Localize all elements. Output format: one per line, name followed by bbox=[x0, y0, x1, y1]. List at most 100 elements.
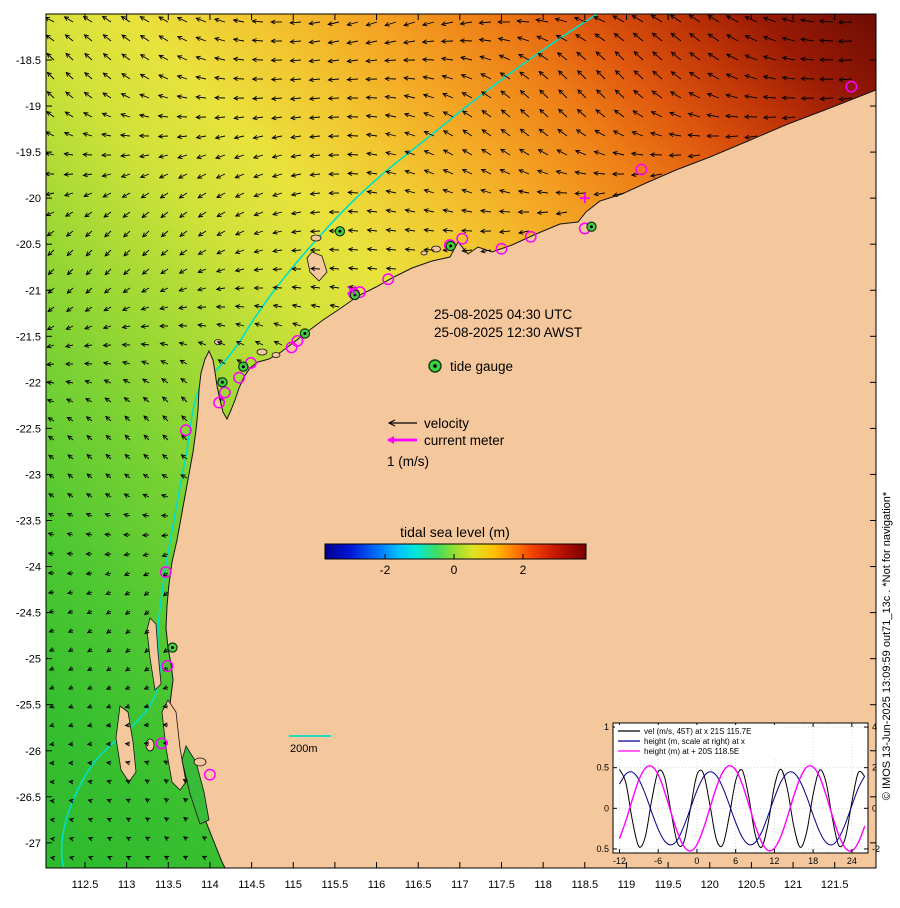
velocity-arrow bbox=[214, 36, 226, 42]
velocity-arrow bbox=[163, 798, 170, 803]
velocity-arrow bbox=[141, 360, 150, 365]
velocity-arrow bbox=[499, 72, 511, 80]
tide-gauge-label: tide gauge bbox=[450, 359, 513, 374]
velocity-arrow bbox=[478, 37, 492, 43]
velocity-arrow bbox=[404, 169, 416, 175]
velocity-arrow bbox=[161, 552, 169, 558]
velocity-arrow bbox=[651, 32, 663, 42]
velocity-arrow bbox=[536, 35, 549, 42]
velocity-arrow bbox=[67, 628, 74, 633]
velocity-arrow bbox=[574, 190, 587, 196]
velocity-arrow bbox=[65, 71, 74, 80]
velocity-arrow bbox=[104, 287, 112, 294]
velocity-arrow bbox=[270, 96, 283, 102]
velocity-arrow bbox=[309, 210, 321, 215]
velocity-arrow bbox=[145, 855, 151, 861]
velocity-arrow bbox=[270, 76, 283, 82]
velocity-arrow bbox=[480, 91, 492, 99]
velocity-arrow bbox=[162, 415, 169, 422]
lon-tick-label: 114 bbox=[201, 879, 219, 891]
velocity-arrow bbox=[500, 90, 511, 99]
velocity-arrow bbox=[158, 154, 169, 159]
velocity-arrow bbox=[66, 590, 74, 595]
velocity-arrow bbox=[762, 94, 777, 100]
velocity-arrow bbox=[594, 129, 606, 137]
velocity-arrow bbox=[329, 303, 340, 309]
velocity-arrow bbox=[481, 148, 492, 156]
velocity-arrow bbox=[104, 493, 112, 498]
velocity-arrow bbox=[164, 836, 170, 842]
velocity-arrow bbox=[310, 303, 321, 309]
velocity-arrow bbox=[143, 666, 150, 672]
velocity-arrow bbox=[85, 590, 93, 595]
velocity-arrow bbox=[290, 229, 302, 235]
velocity-arrow bbox=[365, 95, 378, 101]
velocity-arrow bbox=[104, 230, 112, 238]
velocity-arrow bbox=[441, 74, 454, 80]
velocity-arrow bbox=[141, 513, 150, 518]
inset-legend-label-vel: vel (m/s, 45T) at x 21S 115.7E bbox=[644, 727, 751, 736]
velocity-arrow bbox=[48, 647, 55, 652]
velocity-arrow bbox=[68, 817, 75, 823]
velocity-arrow bbox=[688, 14, 701, 23]
velocity-arrow bbox=[161, 396, 169, 403]
velocity-arrow bbox=[651, 90, 663, 99]
lon-tick-label: 119 bbox=[618, 879, 636, 891]
velocity-arrow bbox=[87, 685, 93, 690]
velocity-arrow bbox=[539, 108, 549, 118]
velocity-arrow bbox=[460, 55, 473, 61]
lat-tick-label: -25.5 bbox=[16, 700, 41, 712]
lat-tick-label: -19.5 bbox=[16, 147, 41, 159]
tide-gauge-dot bbox=[303, 332, 307, 335]
lon-tick-label: 119.5 bbox=[655, 879, 682, 891]
velocity-arrow bbox=[85, 230, 93, 238]
velocity-arrow bbox=[139, 54, 150, 61]
inset-series-0 bbox=[619, 768, 866, 848]
velocity-arrow bbox=[366, 266, 378, 271]
velocity-arrow bbox=[102, 53, 112, 61]
velocity-arrow bbox=[105, 415, 112, 422]
velocity-arrow bbox=[48, 666, 55, 671]
velocity-arrow bbox=[404, 131, 416, 137]
velocity-arrow bbox=[87, 666, 93, 672]
velocity-arrow bbox=[575, 129, 587, 137]
velocity-arrow bbox=[125, 779, 131, 785]
velocity-arrow bbox=[106, 817, 113, 823]
velocity-arrow bbox=[725, 15, 739, 23]
velocity-arrow bbox=[421, 21, 435, 27]
island bbox=[310, 234, 322, 242]
velocity-arrow bbox=[518, 169, 530, 175]
velocity-arrow bbox=[442, 92, 454, 99]
inset-legend-label-height-x: height (m, scale at right) at x bbox=[644, 737, 745, 746]
velocity-arrow bbox=[143, 453, 150, 460]
velocity-arrow bbox=[65, 52, 74, 61]
velocity-arrow bbox=[195, 17, 207, 23]
velocity-arrow bbox=[140, 342, 150, 347]
velocity-arrow bbox=[83, 34, 93, 42]
tide-gauge-legend-dot bbox=[433, 364, 437, 368]
inset-x-tick-label: 24 bbox=[847, 856, 857, 866]
velocity-arrow bbox=[596, 69, 606, 80]
velocity-arrow bbox=[84, 325, 93, 330]
velocity-arrow bbox=[309, 228, 321, 234]
velocity-arrow bbox=[64, 343, 74, 349]
velocity-arrow bbox=[478, 20, 492, 26]
timestamp-awst: 25-08-2025 12:30 AWST bbox=[434, 325, 582, 340]
velocity-arrow bbox=[104, 571, 112, 576]
velocity-arrow bbox=[216, 230, 226, 236]
velocity-arrow bbox=[158, 74, 169, 80]
velocity-arrow bbox=[365, 40, 378, 45]
inset-left-tick-label: 0.5 bbox=[596, 763, 609, 773]
velocity-arrow bbox=[177, 154, 188, 159]
velocity-arrow bbox=[689, 52, 701, 61]
velocity-arrow bbox=[106, 647, 112, 653]
current-meter-marker bbox=[155, 737, 168, 750]
velocity-arrow bbox=[762, 55, 777, 61]
lat-tick-label: -18.5 bbox=[16, 55, 41, 67]
lat-tick-label: -22.5 bbox=[16, 423, 41, 435]
colorbar-tick-label: 0 bbox=[451, 563, 458, 577]
velocity-arrow bbox=[64, 34, 74, 42]
velocity-arrow bbox=[49, 741, 55, 747]
velocity-arrow bbox=[86, 434, 93, 441]
velocity-arrow bbox=[346, 77, 359, 82]
